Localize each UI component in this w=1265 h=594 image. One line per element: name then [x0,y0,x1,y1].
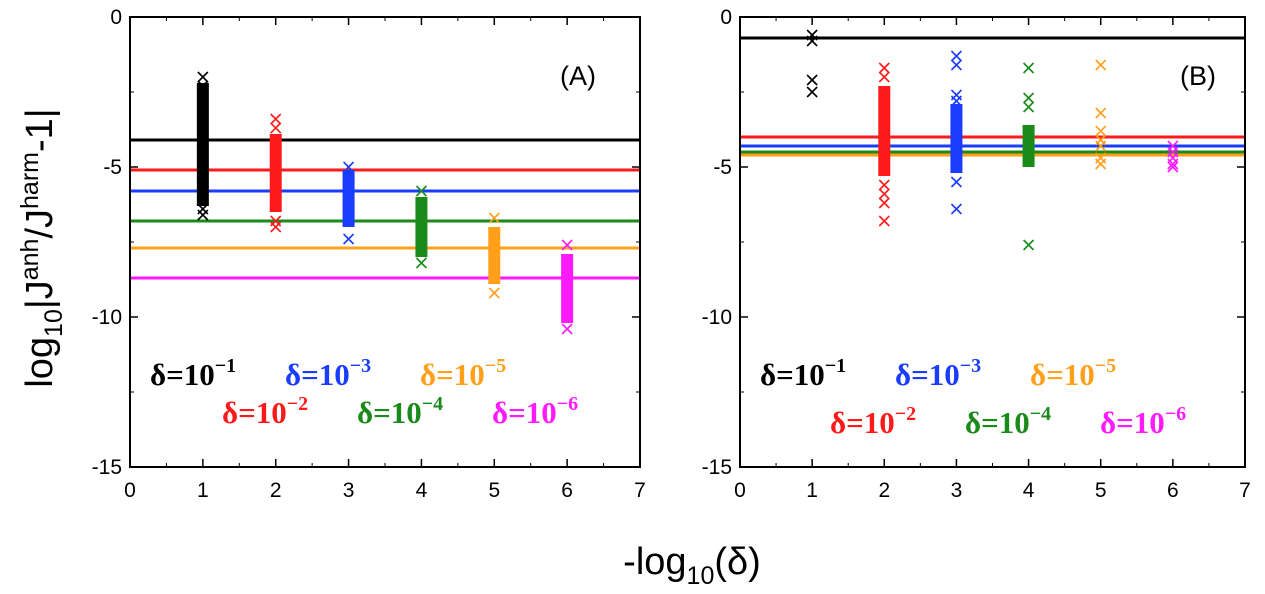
data-point-δ=10^-5 [1095,107,1107,119]
legend-entry: δ=10−5 [420,355,506,392]
data-column-δ=10^-2 [878,86,891,176]
data-point-δ=10^-2 [878,71,890,83]
data-column-δ=10^-3 [950,104,963,173]
legend-entry: δ=10−5 [1030,355,1116,392]
data-point-δ=10^-1 [806,74,818,86]
data-point-δ=10^-2 [878,215,890,227]
x-tick-label: 6 [1167,479,1179,502]
data-column-δ=10^-1 [196,83,209,206]
legend-entry: δ=10−3 [895,355,981,392]
data-point-δ=10^-4 [415,257,427,269]
x-tick-label: 5 [488,479,500,502]
data-column-δ=10^-4 [1022,125,1035,167]
y-tick-label: 0 [110,6,122,29]
data-point-δ=10^-2 [270,113,282,125]
data-point-δ=10^-4 [1023,239,1035,251]
data-point-δ=10^-4 [1023,92,1035,104]
legend-entry: δ=10−1 [760,355,846,392]
data-point-δ=10^-3 [950,203,962,215]
data-point-δ=10^-5 [1095,140,1107,152]
data-point-δ=10^-5 [1095,125,1107,137]
data-point-δ=10^-2 [878,197,890,209]
legend-entry: δ=10−4 [965,403,1051,440]
panel-b: 0 1 2 3 4 5 6 7 0 -5 -10 -15 (B) δ=10−1 δ=10−3 δ=10−5 δ=… [702,6,1251,502]
x-tick-label: 0 [734,479,746,502]
data-point-δ=10^-3 [950,176,962,188]
y-tick-label: -5 [103,156,122,179]
x-tick-label: 5 [1095,479,1107,502]
legend-entry: δ=10−3 [285,355,371,392]
data-point-δ=10^-3 [950,59,962,71]
y-tick-label: -5 [713,156,732,179]
data-point-δ=10^-2 [270,122,282,134]
data-column-δ=10^-4 [415,197,428,257]
panel-label: (A) [560,61,596,91]
x-tick-label: 1 [197,479,209,502]
y-axis-label: log10|Janh/Jharm-1| [16,108,68,387]
data-point-δ=10^-1 [197,203,209,215]
data-point-δ=10^-3 [950,50,962,62]
x-tick-label: 0 [124,479,136,502]
y-tick-label: -10 [92,306,122,329]
y-tick-label: -10 [702,306,732,329]
x-tick-label: 7 [634,479,646,502]
data-point-δ=10^-1 [197,71,209,83]
legend-entry: δ=10−4 [357,393,443,430]
x-tick-label: 2 [878,479,890,502]
data-point-δ=10^-2 [878,62,890,74]
x-tick-label: 7 [1239,479,1251,502]
data-point-δ=10^-2 [270,215,282,227]
data-column-δ=10^-2 [269,134,282,212]
data-point-δ=10^-2 [878,188,890,200]
data-point-δ=10^-5 [1095,158,1107,170]
legend-entry: δ=10−6 [1100,403,1186,440]
x-tick-label: 2 [270,479,282,502]
x-axis-label: -log10(δ) [623,541,761,590]
x-tick-label: 4 [1023,479,1035,502]
data-point-δ=10^-1 [197,80,209,92]
data-point-δ=10^-6 [561,239,573,251]
data-point-δ=10^-2 [878,179,890,191]
data-point-δ=10^-6 [561,308,573,320]
y-tick-label: -15 [92,456,122,479]
data-column-δ=10^-5 [488,227,501,284]
x-tick-label: 6 [561,479,573,502]
data-point-δ=10^-1 [806,86,818,98]
data-point-δ=10^-6 [1167,158,1179,170]
data-point-δ=10^-1 [806,35,818,47]
x-tick-label: 4 [416,479,428,502]
legend-entry: δ=10−1 [150,355,236,392]
x-tick-label: 3 [951,479,963,502]
legend-entry: δ=10−2 [830,403,916,440]
data-point-δ=10^-4 [415,185,427,197]
data-column-δ=10^-6 [561,254,574,323]
legend-entry: δ=10−2 [222,393,308,430]
x-tick-label: 1 [806,479,818,502]
data-point-δ=10^-3 [343,233,355,245]
y-tick-label: 0 [720,6,732,29]
data-point-δ=10^-4 [1023,62,1035,74]
x-tick-label: 3 [343,479,355,502]
data-point-δ=10^-5 [488,212,500,224]
data-point-δ=10^-6 [561,323,573,335]
panel-label: (B) [1180,61,1216,91]
data-point-δ=10^-5 [488,287,500,299]
data-point-δ=10^-3 [343,161,355,173]
panel-a: 0 1 2 3 4 5 6 70-5-10-15(A)δ=10−1 δ=10−3 δ=10−5δ=… [92,6,646,502]
data-point-δ=10^-3 [950,95,962,107]
y-tick-label: -15 [702,456,732,479]
legend-entry: δ=10−6 [492,393,578,430]
data-column-δ=10^-3 [342,170,355,227]
data-point-δ=10^-5 [1095,59,1107,71]
data-point-δ=10^-4 [1023,101,1035,113]
data-point-δ=10^-6 [1167,161,1179,173]
